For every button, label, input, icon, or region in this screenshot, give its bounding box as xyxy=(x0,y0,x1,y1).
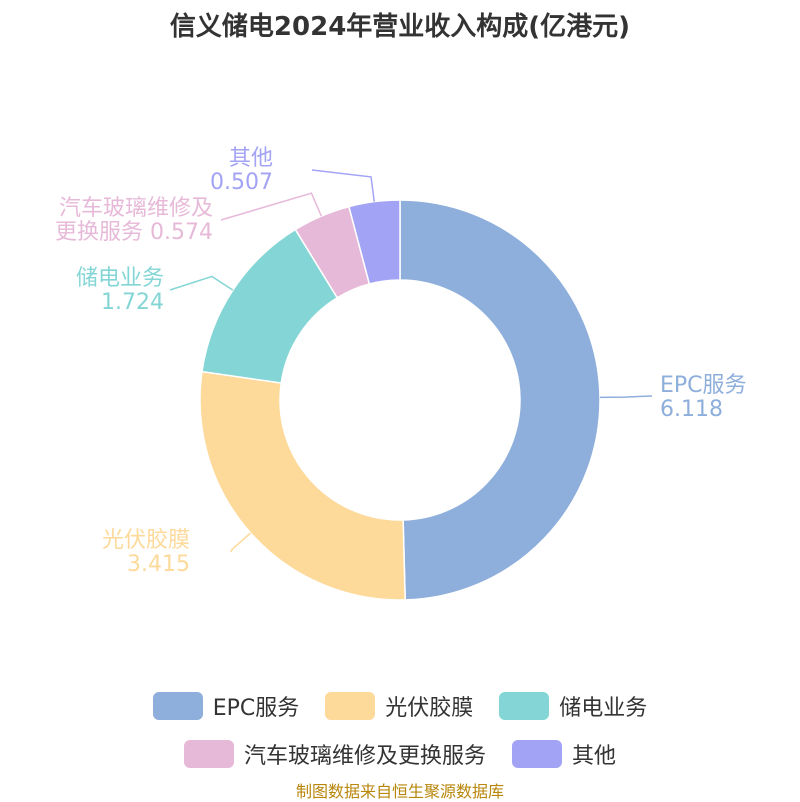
donut-slice-2 xyxy=(199,370,406,601)
donut-slice-5 xyxy=(348,199,401,285)
legend-row-1: EPC服务 光伏胶膜 储电业务 xyxy=(0,690,800,722)
leader-line-3 xyxy=(169,275,234,291)
slice-label-line: 更换服务 0.574 xyxy=(55,220,213,245)
slice-label-line: 1.724 xyxy=(101,290,164,315)
donut-slice-1 xyxy=(399,199,601,601)
legend-item-1[interactable]: EPC服务 xyxy=(152,690,300,722)
legend-label: 其他 xyxy=(572,744,617,769)
legend-swatch xyxy=(325,692,376,720)
legend-label: 汽车玻璃维修及更换服务 xyxy=(243,744,486,769)
leader-line-5 xyxy=(311,169,375,202)
legend-row-2: 汽车玻璃维修及更换服务 其他 xyxy=(0,738,800,770)
slice-label-1: EPC服务 6.118 xyxy=(660,373,747,422)
legend-swatch xyxy=(499,692,550,720)
chart-title: 信义储电2024年营业收入构成(亿港元) xyxy=(169,12,631,42)
leader-line-1 xyxy=(599,395,653,399)
slice-label-5: 其他 0.507 xyxy=(210,146,273,195)
slice-label-line: 储电业务 xyxy=(76,266,164,291)
leader-line-4 xyxy=(220,192,323,221)
legend-item-4[interactable]: 汽车玻璃维修及更换服务 xyxy=(183,738,486,770)
slice-label-line: 汽车玻璃维修及 xyxy=(59,196,213,221)
legend-item-5[interactable]: 其他 xyxy=(512,738,616,770)
legend-swatch xyxy=(183,740,234,768)
legend-swatch xyxy=(512,740,562,768)
slice-label-3: 储电业务 1.724 xyxy=(76,266,164,315)
legend-label: 光伏胶膜 xyxy=(385,696,474,721)
slice-label-line: 光伏胶膜 xyxy=(102,528,190,553)
legend-label: 储电业务 xyxy=(559,696,648,721)
slice-label-line: 其他 xyxy=(229,146,273,171)
slice-label-2: 光伏胶膜 3.415 xyxy=(102,528,190,577)
legend-swatch xyxy=(152,692,203,720)
legend-label: EPC服务 xyxy=(212,696,300,721)
slice-label-line: 0.507 xyxy=(210,170,273,195)
legend-item-2[interactable]: 光伏胶膜 xyxy=(325,690,473,722)
leader-line-2 xyxy=(230,532,252,553)
slice-label-4: 汽车玻璃维修及更换服务 0.574 xyxy=(55,196,213,245)
source-note: 制图数据来自恒生聚源数据库 xyxy=(295,782,504,801)
slice-label-line: 6.118 xyxy=(660,397,723,422)
slice-label-line: 3.415 xyxy=(127,552,190,577)
slice-label-line: EPC服务 xyxy=(660,373,747,398)
legend-item-3[interactable]: 储电业务 xyxy=(499,690,647,722)
